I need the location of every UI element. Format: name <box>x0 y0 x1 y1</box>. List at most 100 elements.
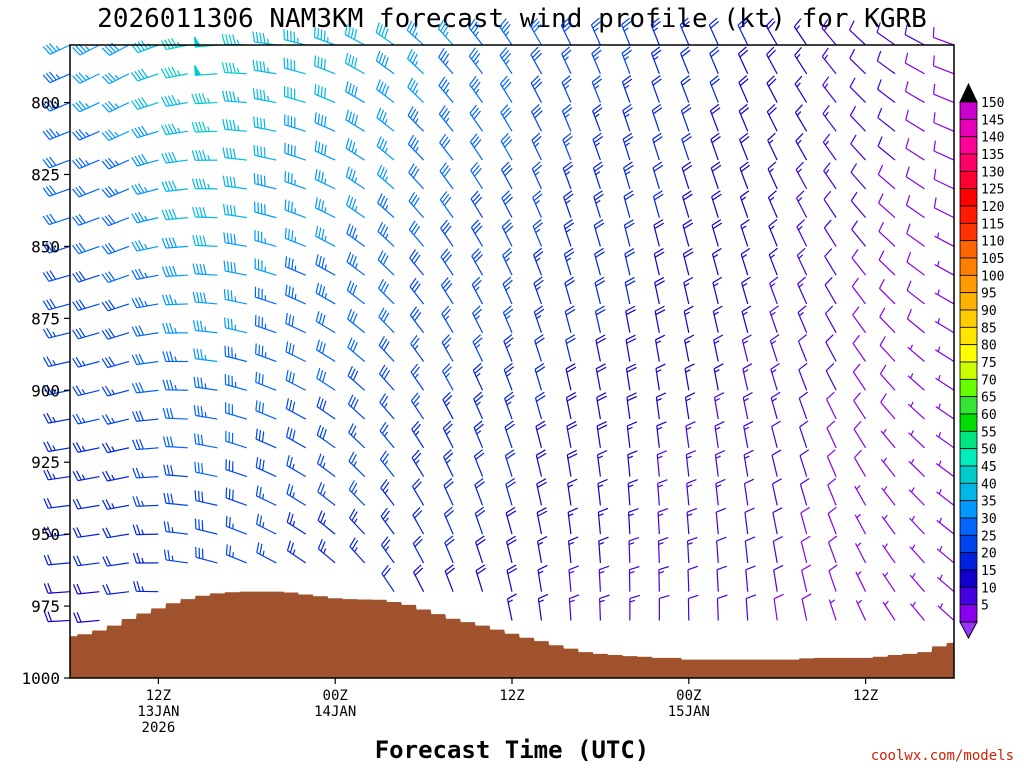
wind-barb <box>793 18 808 46</box>
wind-barb <box>529 17 542 46</box>
wind-barb <box>739 161 750 190</box>
wind-barb <box>686 536 698 563</box>
wind-barb <box>745 594 757 621</box>
wind-barb <box>796 190 808 218</box>
wind-barb <box>503 362 515 391</box>
wind-barb <box>72 498 100 510</box>
wind-barb <box>629 594 641 621</box>
wind-barb <box>591 75 603 103</box>
wind-barb <box>794 104 808 132</box>
y-tick-label: 975 <box>31 597 60 616</box>
wind-barb <box>625 334 637 362</box>
y-tick-label: 925 <box>31 453 60 472</box>
terrain-layer <box>70 591 954 678</box>
wind-barb <box>194 518 218 535</box>
wind-barb <box>194 461 218 478</box>
wind-barb <box>685 421 696 448</box>
wind-barb <box>499 46 513 75</box>
wind-barb <box>101 100 130 113</box>
wind-barb <box>131 325 159 337</box>
wind-barb <box>375 50 395 75</box>
wind-barb <box>469 133 484 161</box>
wind-barb <box>222 175 247 190</box>
wind-barb <box>505 478 516 506</box>
wind-barb <box>72 357 100 368</box>
wind-barb <box>593 190 604 218</box>
colorbar-label: 150 <box>981 96 1004 111</box>
colorbar-top-arrow <box>959 82 978 103</box>
wind-barb <box>877 164 896 190</box>
wind-barb <box>876 79 896 104</box>
wind-barb <box>441 334 454 362</box>
wind-barb <box>73 612 100 623</box>
wind-barb <box>743 420 754 448</box>
wind-barb <box>255 428 277 449</box>
wind-barb <box>738 103 750 132</box>
colorbar-swatch <box>959 205 978 224</box>
wind-barb <box>852 306 867 334</box>
wind-barb <box>72 527 100 538</box>
wind-barb <box>853 420 867 449</box>
colorbar-swatch <box>959 465 978 484</box>
wind-barb <box>313 27 336 46</box>
wind-barb <box>907 401 925 420</box>
wind-barb <box>537 593 549 621</box>
wind-barb <box>622 103 633 132</box>
wind-barb <box>473 391 484 420</box>
wind-barb <box>737 46 749 75</box>
wind-barb <box>192 291 218 305</box>
wind-barb <box>380 507 395 535</box>
wind-barb <box>801 564 812 592</box>
wind-barb <box>224 374 247 391</box>
wind-barb <box>850 191 867 219</box>
wind-barb <box>738 75 749 103</box>
wind-barb <box>504 420 515 449</box>
wind-barb <box>800 535 811 564</box>
wind-barb <box>685 450 697 477</box>
wind-barb <box>439 191 454 218</box>
wind-barb <box>377 221 395 247</box>
wind-barb <box>824 276 837 305</box>
wind-barb <box>767 190 778 218</box>
wind-barb <box>656 421 667 448</box>
wind-barb <box>315 225 336 247</box>
wind-barb <box>657 536 669 563</box>
wind-barb <box>769 334 780 362</box>
wind-barb <box>72 385 100 397</box>
wind-barb <box>877 136 896 161</box>
colorbar-label: 15 <box>981 564 997 579</box>
wind-barb <box>934 289 955 305</box>
wind-barb <box>560 17 573 46</box>
wind-barb <box>252 31 277 46</box>
wind-barb <box>709 103 721 132</box>
y-tick-label: 950 <box>31 525 60 544</box>
wind-barb <box>443 506 455 535</box>
wind-barb <box>102 584 130 595</box>
wind-barb <box>501 190 514 218</box>
wind-barb <box>531 161 543 190</box>
wind-barb <box>879 307 896 334</box>
wind-barb <box>316 453 336 478</box>
wind-barb <box>849 48 867 75</box>
colorbar-swatch <box>959 344 978 363</box>
wind-barb <box>650 17 661 46</box>
wind-barb <box>801 593 812 621</box>
wind-barb <box>798 362 808 391</box>
wind-barb <box>686 507 698 535</box>
wind-barb <box>101 414 130 425</box>
wind-barb <box>42 298 71 311</box>
wind-barb <box>412 535 425 564</box>
wind-barb <box>851 277 867 305</box>
wind-barb <box>193 433 218 449</box>
wind-barb <box>935 431 955 449</box>
wind-barb <box>767 132 778 161</box>
wind-barb <box>344 24 365 46</box>
wind-barb <box>314 83 336 104</box>
colorbar-bottom-arrow <box>959 621 978 640</box>
wind-barb <box>906 223 925 247</box>
wind-barb <box>43 497 71 509</box>
colorbar-label: 40 <box>981 477 997 492</box>
colorbar-label: 50 <box>981 443 997 458</box>
wind-barb <box>593 219 605 247</box>
colorbar-label: 105 <box>981 252 1004 267</box>
